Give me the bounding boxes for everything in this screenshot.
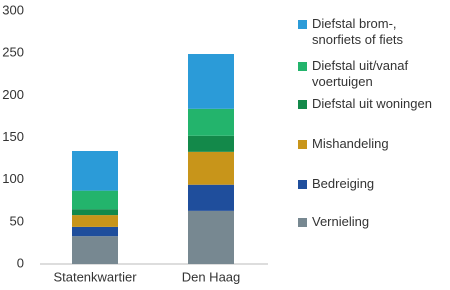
- legend-swatch: [298, 218, 307, 227]
- bar-segment: [72, 226, 118, 237]
- legend-swatch: [298, 20, 307, 29]
- x-tick-label: Den Haag: [182, 269, 241, 284]
- legend-label: Diefstal uit woningen: [312, 96, 432, 111]
- legend-item: Diefstal uit woningen: [298, 96, 448, 112]
- legend-item: Diefstal brom-, snorfiets of fiets: [298, 16, 448, 48]
- legend-item: Diefstal uit/vanaf voertuigen: [298, 58, 448, 90]
- legend-label: Bedreiging: [312, 176, 375, 191]
- y-tick-label: 150: [2, 129, 24, 144]
- y-tick-label: 300: [2, 2, 24, 17]
- legend-item: Mishandeling: [298, 136, 448, 152]
- legend-item: Vernieling: [298, 214, 448, 230]
- bar-segment: [188, 151, 234, 185]
- legend-swatch: [298, 100, 307, 109]
- y-tick-label: 50: [10, 213, 24, 228]
- legend-swatch: [298, 62, 307, 71]
- legend-label: Diefstal uit/vanaf voertuigen: [312, 58, 409, 89]
- x-tick-label: Statenkwartier: [53, 269, 137, 284]
- bar-segment: [188, 184, 234, 211]
- y-tick-label: 200: [2, 87, 24, 102]
- bar-segment: [188, 135, 234, 152]
- legend-item: Bedreiging: [298, 176, 448, 192]
- legend-label: Vernieling: [312, 214, 370, 229]
- bar-segment: [72, 215, 118, 227]
- legend-label: Mishandeling: [312, 136, 389, 151]
- y-tick-label: 100: [2, 171, 24, 186]
- y-tick-label: 250: [2, 45, 24, 60]
- bar-segment: [72, 150, 118, 191]
- bar-segment: [188, 54, 234, 109]
- legend-label: Diefstal brom-, snorfiets of fiets: [312, 16, 404, 47]
- bar-segment: [72, 209, 118, 216]
- bar-segment: [72, 236, 118, 264]
- bar-segment: [72, 190, 118, 210]
- bar-segment: [188, 210, 234, 264]
- bar-segment: [188, 108, 234, 136]
- legend-swatch: [298, 140, 307, 149]
- y-tick-label: 0: [17, 255, 24, 270]
- legend-swatch: [298, 180, 307, 189]
